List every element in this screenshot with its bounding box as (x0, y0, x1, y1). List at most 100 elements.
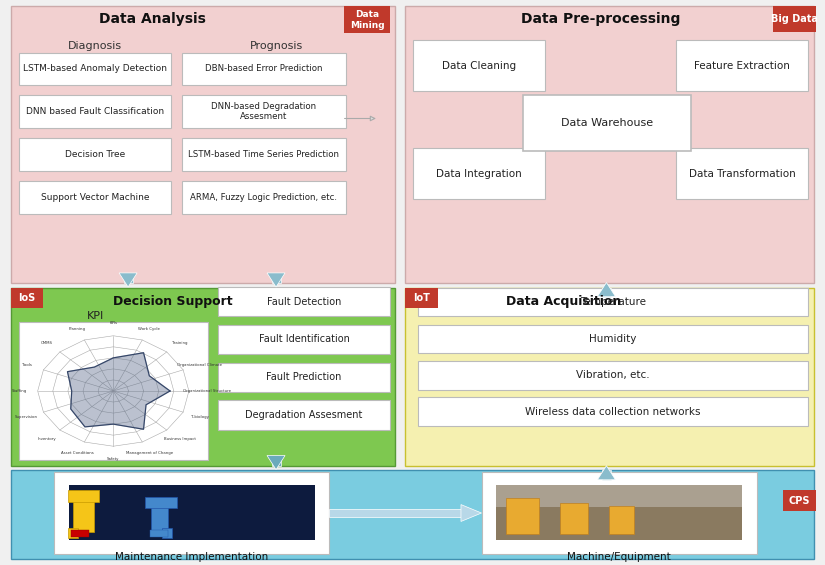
Text: Fault Identification: Fault Identification (258, 334, 350, 345)
Bar (19, 322, 208, 460)
Bar (124, 273, 133, 282)
Bar (676, 40, 808, 91)
Bar (68, 490, 99, 502)
Bar (19, 181, 171, 214)
Bar (507, 498, 539, 534)
Text: Support Vector Machine: Support Vector Machine (40, 193, 149, 202)
Text: Management of Change: Management of Change (125, 451, 172, 455)
Bar (162, 528, 172, 538)
Text: DNN-based Degradation
Assesment: DNN-based Degradation Assesment (211, 102, 316, 121)
Bar (609, 506, 634, 534)
Polygon shape (267, 455, 285, 470)
Polygon shape (461, 505, 482, 521)
Text: IoS: IoS (18, 293, 35, 303)
Text: Data Transformation: Data Transformation (689, 169, 795, 179)
Text: Prognosis: Prognosis (249, 41, 303, 51)
Bar (68, 528, 78, 538)
Bar (602, 288, 611, 297)
Text: Business Impact: Business Impact (163, 437, 196, 441)
Text: Tools: Tools (21, 363, 31, 367)
Text: Diagnosis: Diagnosis (68, 41, 122, 51)
Bar (271, 455, 280, 466)
Text: Fault Prediction: Fault Prediction (266, 372, 342, 382)
Text: Data Analysis: Data Analysis (99, 12, 206, 26)
Bar (413, 40, 544, 91)
Bar (418, 288, 808, 316)
Bar (182, 181, 346, 214)
Text: Vibration, etc.: Vibration, etc. (576, 371, 650, 380)
Text: Work Cycle: Work Cycle (139, 327, 160, 331)
Bar (405, 288, 438, 308)
Text: Data Integration: Data Integration (436, 169, 522, 179)
Bar (413, 149, 544, 199)
Bar (773, 6, 816, 32)
Bar (482, 472, 757, 554)
Text: LSTM-based Anomaly Detection: LSTM-based Anomaly Detection (23, 64, 167, 73)
Bar (418, 362, 808, 390)
Bar (182, 138, 346, 171)
Text: Feature Extraction: Feature Extraction (694, 60, 790, 71)
Bar (218, 400, 390, 429)
Text: KPIs: KPIs (109, 321, 117, 325)
Text: Wireless data collection networks: Wireless data collection networks (526, 407, 700, 416)
Bar (11, 288, 44, 308)
Bar (271, 273, 280, 282)
Bar (11, 288, 395, 466)
Text: DBN-based Error Prediction: DBN-based Error Prediction (205, 64, 323, 73)
Bar (218, 287, 390, 316)
Text: Organizational Structure: Organizational Structure (183, 389, 231, 393)
Bar (783, 490, 816, 511)
Text: Data Pre-processing: Data Pre-processing (521, 12, 681, 26)
Text: Decision Tree: Decision Tree (64, 150, 125, 159)
Bar (405, 288, 814, 466)
Text: Asset Conditions: Asset Conditions (61, 451, 94, 455)
Bar (11, 6, 395, 282)
Bar (19, 138, 171, 171)
Polygon shape (597, 282, 615, 297)
Text: Supervision: Supervision (15, 415, 38, 419)
Text: Inventory: Inventory (38, 437, 56, 441)
Bar (19, 95, 171, 128)
Bar (182, 53, 346, 85)
Text: Data
Mining: Data Mining (350, 10, 384, 29)
Text: CPS: CPS (789, 496, 810, 506)
Text: Organizational Climate: Organizational Climate (177, 363, 223, 367)
Text: Data Cleaning: Data Cleaning (442, 60, 516, 71)
Bar (72, 531, 89, 537)
Polygon shape (597, 466, 615, 480)
Bar (218, 363, 390, 392)
Bar (602, 470, 611, 480)
Polygon shape (119, 273, 137, 287)
Text: Staffing: Staffing (12, 389, 27, 393)
Text: Data Warehouse: Data Warehouse (561, 118, 653, 128)
Bar (11, 470, 814, 559)
Text: DNN based Fault Classification: DNN based Fault Classification (26, 107, 164, 116)
Bar (329, 509, 461, 517)
Text: Humidity: Humidity (589, 334, 637, 344)
Bar (73, 495, 93, 532)
Text: Decision Support: Decision Support (114, 294, 233, 307)
Text: ARMA, Fuzzy Logic Prediction, etc.: ARMA, Fuzzy Logic Prediction, etc. (191, 193, 337, 202)
Bar (497, 485, 742, 507)
Bar (559, 503, 588, 534)
Text: Big Data: Big Data (771, 14, 818, 24)
Bar (405, 6, 814, 282)
Bar (182, 95, 346, 128)
Bar (218, 325, 390, 354)
Text: Fault Detection: Fault Detection (266, 297, 342, 307)
Text: Degradation Assesment: Degradation Assesment (245, 410, 363, 420)
Text: Machine/Equipment: Machine/Equipment (568, 552, 671, 562)
Bar (151, 498, 167, 532)
Text: IoT: IoT (413, 293, 430, 303)
Text: Maintenance Implementation: Maintenance Implementation (116, 552, 268, 562)
Bar (54, 472, 329, 554)
Polygon shape (68, 353, 170, 429)
Text: KPI: KPI (87, 311, 104, 321)
Text: Safety: Safety (107, 457, 120, 460)
Text: T-biology: T-biology (191, 415, 209, 419)
Text: LSTM-based Time Series Prediction: LSTM-based Time Series Prediction (188, 150, 339, 159)
Bar (676, 149, 808, 199)
Bar (69, 485, 314, 540)
Text: Temperature: Temperature (580, 297, 646, 307)
Polygon shape (267, 273, 285, 287)
